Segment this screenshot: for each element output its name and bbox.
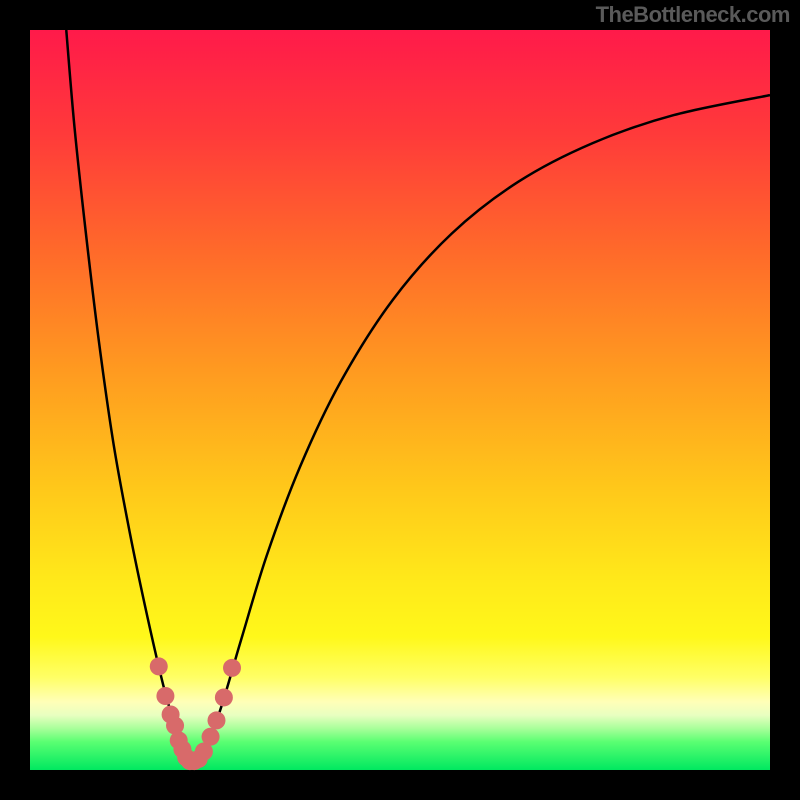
data-dot [215,688,233,706]
data-dot [202,728,220,746]
data-dot [223,659,241,677]
watermark-text: TheBottleneck.com [596,2,790,28]
data-dot [207,711,225,729]
data-dot [150,657,168,675]
plot-background [30,30,770,770]
chart-root: TheBottleneck.com [0,0,800,800]
chart-svg [0,0,800,800]
data-dot [156,687,174,705]
